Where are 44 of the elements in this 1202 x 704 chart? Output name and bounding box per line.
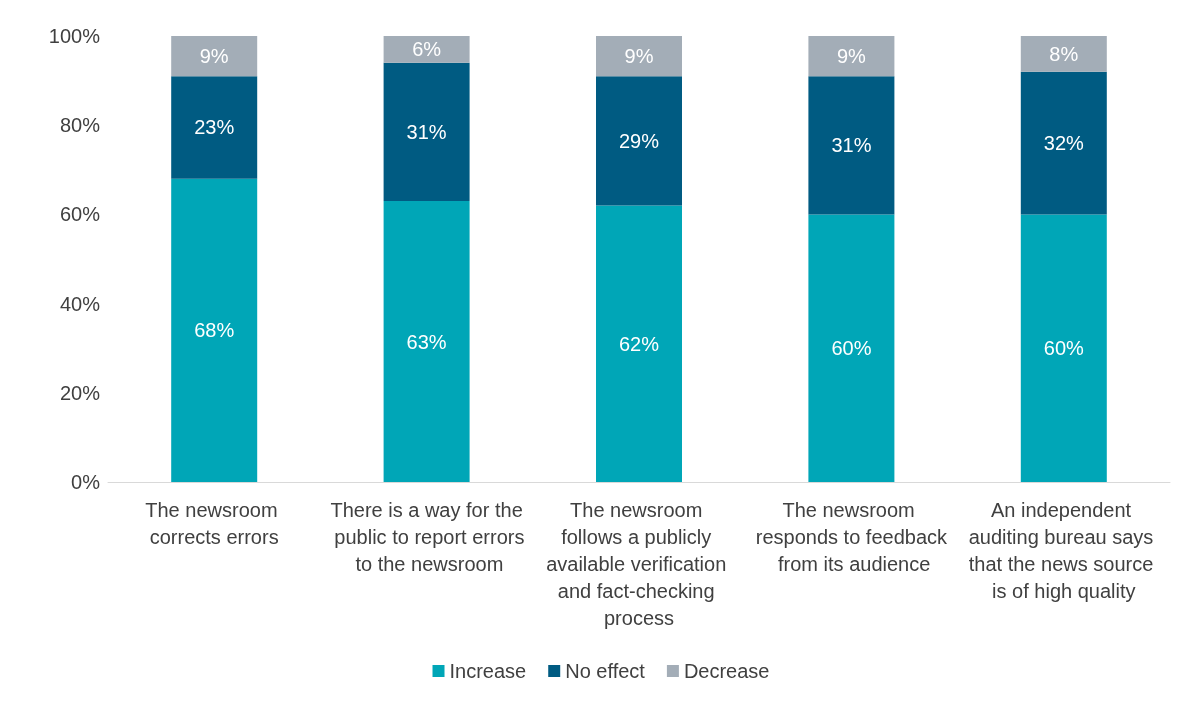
data-label: 63% xyxy=(406,330,447,353)
y-tick-label: 40% xyxy=(59,292,101,315)
data-label: 9% xyxy=(199,45,229,68)
y-tick-label: 0% xyxy=(71,471,101,493)
bar xyxy=(808,76,895,215)
data-label: 68% xyxy=(194,319,235,342)
bar xyxy=(171,36,258,77)
x-tick-label: The newsroom corrects errors xyxy=(145,498,284,548)
bar xyxy=(383,62,470,202)
bar xyxy=(808,36,895,77)
y-tick-label: 100% xyxy=(48,25,101,47)
data-label: 31% xyxy=(406,120,447,143)
data-label: 23% xyxy=(194,116,235,139)
bar xyxy=(1020,214,1107,482)
data-label: 6% xyxy=(412,38,442,61)
bar xyxy=(383,36,470,63)
bar xyxy=(808,214,895,482)
data-label: 9% xyxy=(836,45,867,68)
bar xyxy=(1020,36,1107,72)
data-label: 31% xyxy=(831,134,872,157)
bar xyxy=(596,36,682,77)
y-tick-label: 60% xyxy=(59,203,101,226)
x-tick-label: There is a way for the public to report errors to the newsroom xyxy=(328,498,525,575)
data-label: 29% xyxy=(618,129,660,152)
legend-label: No effect xyxy=(565,660,646,682)
data-label: 9% xyxy=(624,45,654,68)
y-tick-label: 20% xyxy=(59,381,101,404)
legend-label: Increase xyxy=(449,660,527,682)
x-tick-label: An independent auditing bureau says that the news source is of high quality xyxy=(968,498,1159,602)
legend-label: Decrease xyxy=(683,660,770,682)
bar xyxy=(383,201,470,482)
bar xyxy=(171,76,258,179)
bar xyxy=(1020,71,1107,215)
x-tick-label: The newsroom follows a publicly available verification and fact-checking process xyxy=(546,498,732,629)
data-label: 60% xyxy=(1043,337,1085,360)
bar xyxy=(596,205,682,482)
bar xyxy=(596,76,682,206)
data-label: 62% xyxy=(618,332,660,355)
bar xyxy=(171,178,258,482)
y-tick-label: 80% xyxy=(59,114,101,137)
data-label: 8% xyxy=(1049,42,1079,65)
data-label: 60% xyxy=(831,337,872,360)
x-tick-label: The newsroom responds to feedback from its audience xyxy=(755,498,949,575)
data-label: 32% xyxy=(1043,132,1085,155)
